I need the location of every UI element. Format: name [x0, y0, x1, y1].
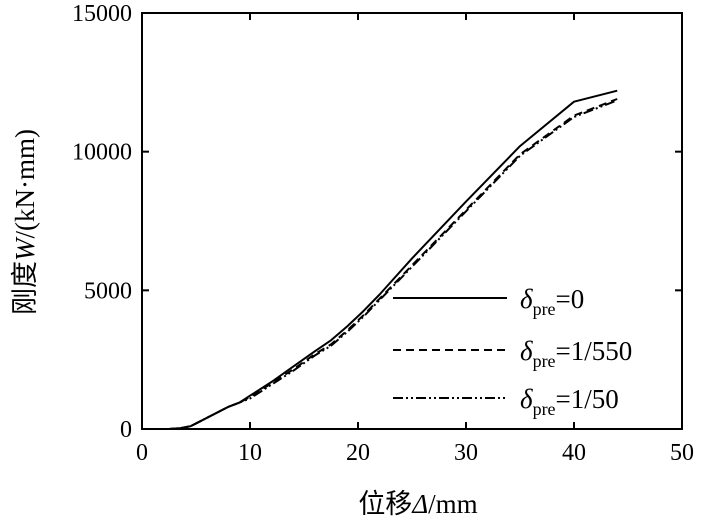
legend-label-0: δpre=0 — [520, 284, 584, 319]
x-tick-label: 20 — [346, 440, 370, 466]
x-tick-label: 50 — [670, 440, 694, 466]
legend: δpre=0 δpre=1/550 δpre=1/50 — [393, 284, 632, 419]
series-layer — [168, 89, 618, 430]
plot-area — [141, 12, 683, 430]
x-tick-label: 30 — [454, 440, 478, 466]
y-tick-label: 15000 — [72, 1, 132, 27]
y-tick-label: 5000 — [84, 278, 132, 304]
y-axis-title: 刚度W/(kN·mm) — [10, 129, 40, 315]
x-tick-label: 40 — [562, 440, 586, 466]
series-line-1 — [168, 98, 618, 430]
x-tick-label: 10 — [238, 440, 262, 466]
legend-label-1: δpre=1/550 — [520, 336, 632, 371]
y-axis: 0 5000 10000 15000 — [72, 1, 682, 443]
plot-frame — [141, 12, 683, 430]
y-tick-label: 10000 — [72, 140, 132, 166]
x-axis: 0 10 20 30 40 50 — [136, 13, 694, 466]
legend-label-2: δpre=1/50 — [520, 384, 619, 419]
series-line-0 — [168, 89, 618, 430]
y-tick-label: 0 — [120, 417, 132, 443]
series-line-2 — [168, 99, 618, 430]
x-axis-title: 位移Δ/mm — [358, 489, 477, 519]
x-tick-label: 0 — [136, 440, 148, 466]
